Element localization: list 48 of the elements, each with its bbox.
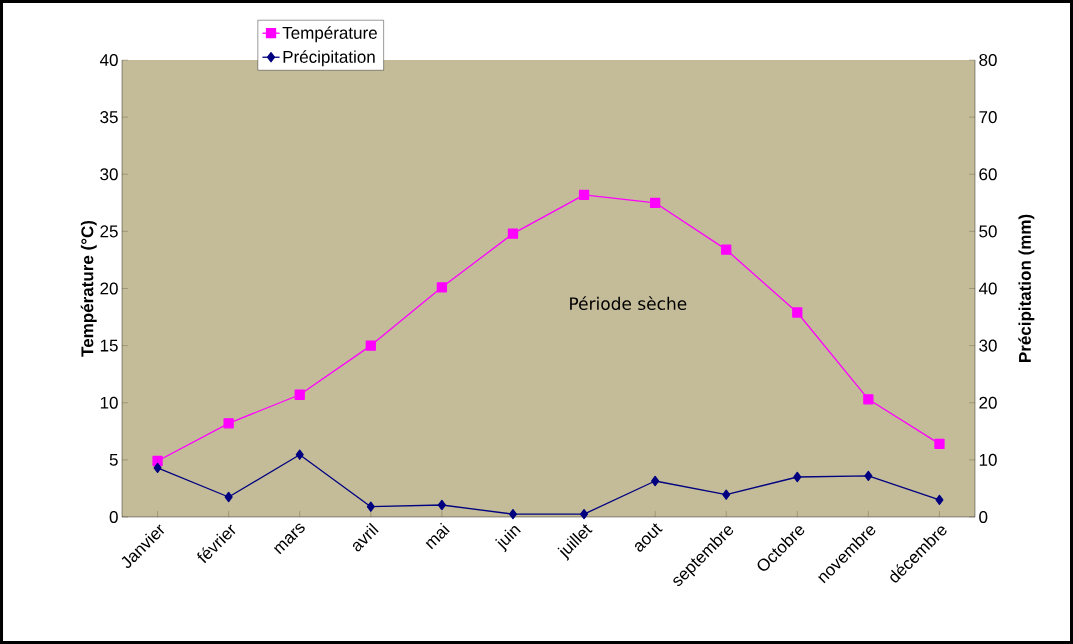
point [507,228,519,239]
y-tick-label: 35 [100,111,118,124]
point [295,449,304,460]
point [863,394,874,405]
y-tick-label: 30 [100,168,118,181]
point [651,475,660,487]
y-tick-label: 25 [100,225,118,238]
y-axis-title: Température (°C) [80,220,97,357]
point [935,494,944,505]
point [223,418,234,429]
legend-label: Température [282,26,377,43]
y2-tick-label: 70 [979,111,997,124]
point [934,438,945,450]
y2-tick-label: 30 [979,339,997,352]
y-tick-label: 10 [100,396,118,409]
point [792,307,803,318]
point [722,489,731,500]
point [793,471,802,483]
point [649,197,661,208]
legend-label: Précipitation [283,50,375,67]
y-tick-label: 0 [109,510,118,524]
point [224,491,233,503]
y-tick-label: 5 [109,453,118,466]
point [578,189,590,200]
point [864,470,873,482]
point [294,389,305,400]
point [508,508,517,520]
y2-tick-label: 0 [979,510,988,524]
y2-tick-label: 80 [979,53,997,67]
x-tick-label: mai [425,522,450,550]
y-tick-label: 20 [100,282,118,295]
point [436,282,448,293]
point [437,499,446,511]
x-tick-label: juin [495,526,521,553]
point [153,462,162,474]
y2-tick-label: 10 [979,453,997,466]
point [721,244,732,255]
y2-tick-label: 50 [979,225,997,238]
annotation: Période sèche [570,296,687,311]
y-tick-label: 15 [100,339,118,352]
y-tick-label: 40 [99,53,118,67]
y2-tick-label: 20 [979,396,997,409]
y2-axis-title: Précipitation (mm) [1018,214,1035,362]
y2-tick-label: 60 [979,168,997,181]
point [366,501,375,512]
y2-tick-label: 40 [978,282,997,295]
point [365,340,376,351]
point [580,508,589,520]
